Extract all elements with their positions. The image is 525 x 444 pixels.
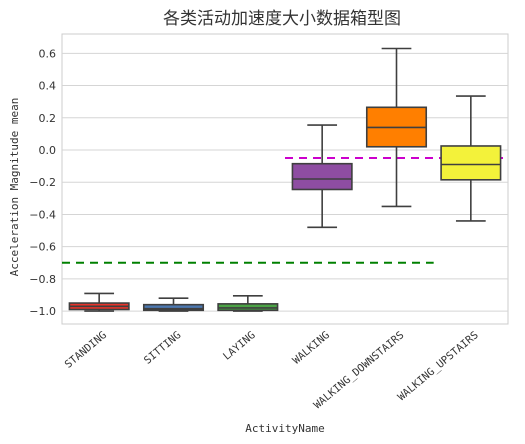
box-walking — [291, 124, 353, 229]
box-walking-upstairs — [440, 95, 502, 222]
boxes — [68, 47, 502, 312]
y-tick-label: −0.2 — [29, 176, 56, 189]
box-sitting — [142, 297, 205, 312]
y-tick-label: 0.6 — [39, 47, 57, 60]
box-body — [291, 162, 353, 191]
box-body — [217, 303, 279, 312]
chart-title: 各类活动加速度大小数据箱型图 — [163, 9, 401, 29]
y-tick-label: −0.6 — [29, 241, 56, 254]
box-body — [142, 303, 205, 312]
x-tick-label: WALKING_UPSTAIRS — [396, 329, 481, 403]
x-tick-label: SITTING — [142, 329, 184, 367]
x-tick-labels: STANDING SITTING LAYING WALKINGWALKING_DOWN… — [63, 329, 481, 411]
y-tick-label: −0.4 — [29, 208, 56, 221]
y-tick-label: 0.0 — [39, 144, 57, 157]
y-tick-label: 0.2 — [39, 112, 57, 125]
x-axis-label: ActivityName — [245, 422, 324, 435]
box-walking-downstairs — [365, 47, 428, 208]
box-standing — [68, 292, 130, 312]
y-tick-label: 0.4 — [39, 80, 57, 93]
x-tick-label: LAYING — [221, 329, 258, 363]
y-axis-label: Acceleration Magnitude mean — [8, 98, 21, 277]
x-tick-label: STANDING — [63, 329, 109, 371]
box-laying — [217, 295, 279, 312]
plot-area — [61, 33, 509, 325]
y-tick-label: −1.0 — [29, 305, 56, 318]
y-tick-label: −0.8 — [29, 273, 56, 286]
x-tick-label: WALKING — [290, 329, 332, 367]
grid-lines — [62, 52, 508, 312]
y-tick-labels: 0.6 0.4 0.2 0.0 −0.2 −0.4 −0.6 −0.8 −1.0 — [29, 47, 56, 318]
box-body — [440, 145, 502, 181]
